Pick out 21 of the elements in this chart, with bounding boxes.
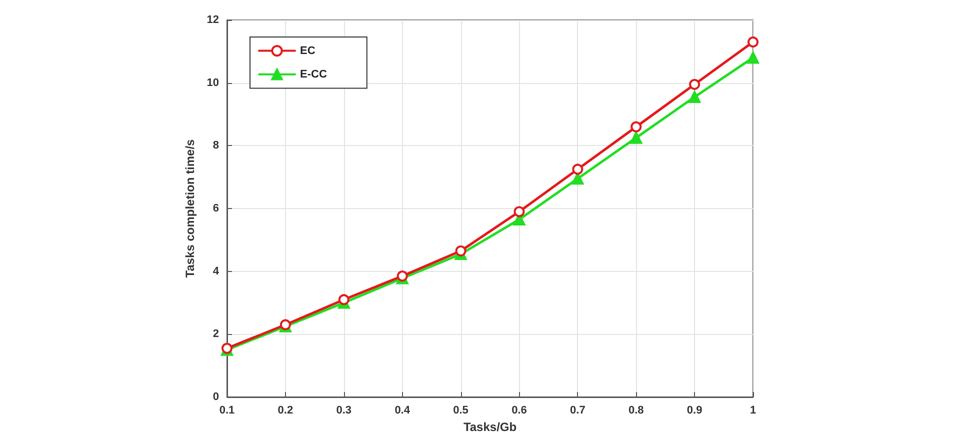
legend-label: E-CC (300, 68, 327, 80)
x-tick-label: 0.8 (628, 404, 644, 416)
x-tick-label: 1 (750, 404, 756, 416)
x-tick-label: 0.4 (394, 404, 411, 416)
y-tick-label: 0 (212, 391, 219, 403)
x-tick-label: 0.6 (512, 404, 527, 416)
x-tick-label: 0.2 (278, 404, 294, 416)
x-tick-label: 0.7 (570, 404, 586, 416)
x-tick-label: 0.5 (453, 404, 468, 416)
x-tick-label: 0.3 (336, 404, 352, 416)
y-tick-label: 10 (206, 76, 219, 89)
x-tick-label: 0.1 (219, 404, 235, 416)
x-tick-label: 0.9 (686, 404, 702, 416)
y-tick-label: 4 (212, 265, 220, 278)
x-axis-title: Tasks/Gb (463, 420, 517, 434)
y-tick-label: 8 (212, 140, 219, 152)
y-tick-label: 6 (212, 202, 219, 214)
y-tick-label: 2 (212, 328, 219, 340)
legend-label: EC (300, 44, 316, 57)
y-axis-title: Tasks completion time/s (182, 138, 197, 278)
y-tick-label: 12 (206, 14, 219, 26)
